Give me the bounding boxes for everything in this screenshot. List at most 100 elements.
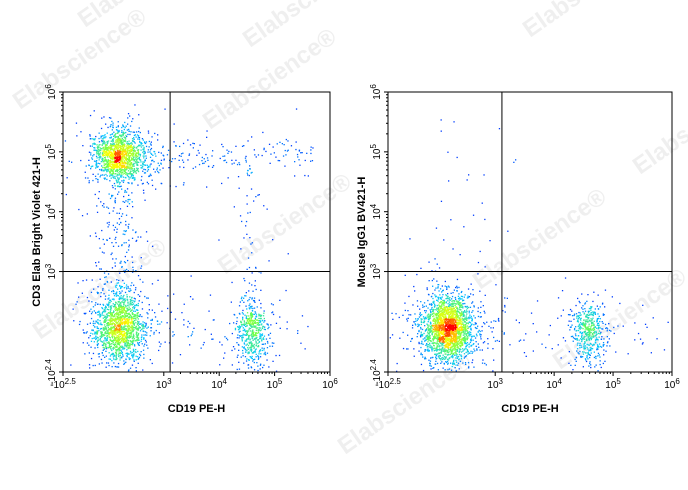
data-point (247, 322, 250, 324)
data-point (129, 316, 131, 318)
data-point (116, 228, 118, 230)
data-point (93, 337, 95, 339)
data-point (149, 335, 151, 337)
data-point (127, 144, 129, 146)
data-point (219, 364, 221, 366)
data-point (117, 332, 119, 334)
data-point (99, 328, 102, 330)
data-point (179, 145, 181, 148)
data-point (126, 142, 128, 144)
data-point (94, 364, 96, 367)
data-point (261, 347, 263, 349)
data-point (264, 354, 267, 356)
data-point (242, 352, 244, 354)
data-point (114, 202, 116, 204)
data-point (252, 307, 254, 310)
data-point (126, 173, 129, 175)
data-point (116, 325, 118, 327)
data-point (115, 160, 117, 162)
data-point (111, 320, 113, 322)
data-point (114, 175, 116, 178)
data-point (126, 298, 128, 300)
data-point (117, 154, 119, 156)
data-point (250, 341, 252, 343)
data-point (151, 283, 154, 285)
data-point (117, 330, 120, 332)
data-point (119, 293, 121, 295)
data-point (469, 314, 471, 316)
data-point (138, 153, 140, 155)
data-point (256, 306, 258, 308)
data-point (436, 327, 439, 330)
data-point (116, 322, 119, 324)
data-point (287, 149, 289, 151)
data-point (106, 313, 109, 315)
data-point (106, 239, 108, 241)
data-point (116, 158, 119, 161)
data-point (116, 332, 118, 334)
data-point (250, 172, 252, 174)
data-point (100, 340, 102, 342)
data-point (490, 327, 492, 329)
data-point (141, 142, 143, 145)
data-point (160, 159, 163, 161)
data-point (91, 158, 94, 160)
data-point (141, 315, 143, 318)
data-point (105, 350, 107, 352)
data-point (136, 316, 138, 318)
data-point (113, 295, 116, 297)
data-point (125, 328, 127, 330)
data-point (420, 301, 422, 303)
data-point (461, 338, 464, 341)
data-point (128, 325, 130, 327)
data-point (440, 315, 442, 317)
data-point (118, 322, 120, 324)
data-point (100, 155, 102, 158)
data-point (252, 360, 254, 362)
data-point (143, 192, 145, 194)
data-point (238, 337, 240, 339)
data-point (121, 323, 123, 325)
data-point (183, 166, 185, 169)
data-point (113, 327, 116, 329)
data-point (137, 170, 140, 173)
data-point (113, 329, 115, 331)
data-point (107, 226, 109, 228)
data-point (84, 313, 86, 315)
data-point (239, 335, 241, 337)
data-point (119, 305, 122, 307)
data-point (451, 295, 454, 298)
data-point (253, 325, 255, 327)
data-point (246, 349, 248, 352)
data-point (254, 285, 256, 287)
data-point (245, 322, 248, 324)
data-point (104, 168, 106, 170)
data-point (258, 329, 260, 331)
data-point (101, 144, 103, 147)
data-point (98, 149, 100, 151)
data-point (108, 352, 110, 354)
data-point (125, 286, 127, 288)
data-point (247, 344, 250, 347)
data-point (119, 347, 121, 349)
data-point (440, 362, 442, 364)
data-point (429, 337, 431, 339)
data-point (137, 318, 139, 320)
data-point (434, 332, 436, 335)
data-point (470, 340, 472, 342)
data-point (121, 310, 123, 312)
data-point (444, 341, 446, 343)
data-point (469, 322, 472, 324)
data-point (127, 270, 129, 272)
data-point (277, 159, 279, 162)
data-point (106, 143, 108, 145)
data-point (104, 326, 106, 328)
data-point (108, 146, 110, 148)
data-point (255, 339, 257, 341)
data-point (104, 309, 106, 312)
data-point (454, 352, 456, 354)
data-point (131, 282, 133, 284)
data-point (138, 144, 140, 146)
data-point (114, 170, 117, 172)
data-point (92, 329, 94, 331)
